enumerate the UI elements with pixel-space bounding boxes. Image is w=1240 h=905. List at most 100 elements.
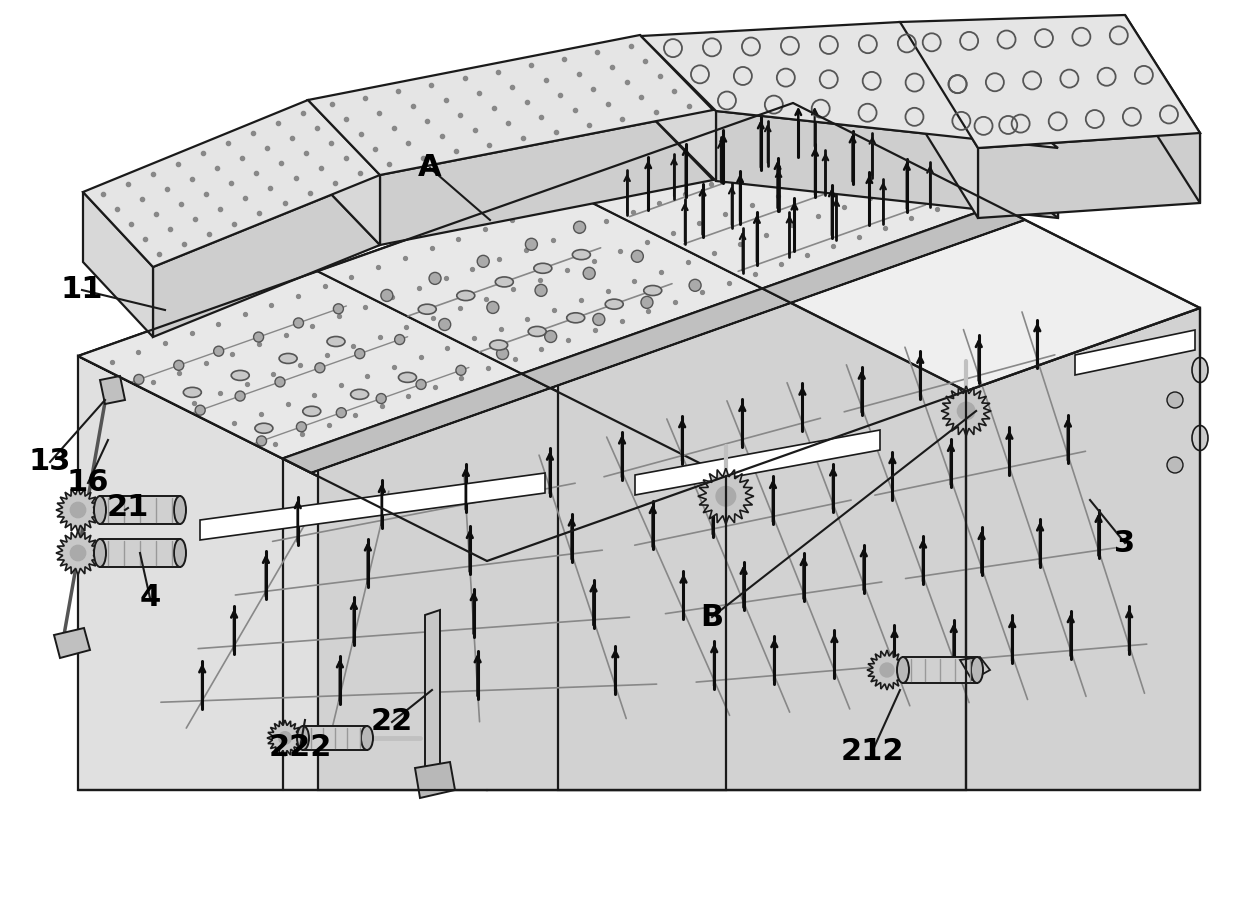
Circle shape [394,335,404,345]
Circle shape [1167,392,1183,408]
Polygon shape [698,468,754,524]
Circle shape [279,732,291,744]
Polygon shape [56,531,100,575]
Polygon shape [100,496,180,524]
Circle shape [294,318,304,328]
Ellipse shape [456,291,475,300]
Circle shape [71,546,86,561]
Circle shape [134,375,144,385]
Polygon shape [303,726,367,750]
Text: 212: 212 [841,738,904,767]
Ellipse shape [418,304,436,314]
Polygon shape [900,22,978,218]
Polygon shape [487,308,1200,790]
Polygon shape [715,111,1058,218]
Polygon shape [317,186,763,374]
Ellipse shape [495,277,513,287]
Text: 222: 222 [268,733,331,763]
Ellipse shape [398,372,417,383]
Polygon shape [1125,15,1200,203]
Text: B: B [701,603,724,632]
Circle shape [355,348,365,358]
Ellipse shape [490,340,507,350]
Polygon shape [941,386,991,436]
Text: 21: 21 [107,493,149,522]
Ellipse shape [303,406,321,416]
Circle shape [593,313,605,326]
Circle shape [417,379,427,389]
Polygon shape [308,35,713,175]
Circle shape [957,402,975,420]
Circle shape [257,436,267,446]
Circle shape [213,347,223,357]
Polygon shape [56,488,100,532]
Ellipse shape [573,250,590,260]
Ellipse shape [361,726,373,750]
Ellipse shape [255,424,273,433]
Circle shape [641,296,653,309]
Circle shape [315,363,325,373]
Polygon shape [425,610,440,775]
Circle shape [429,272,441,284]
Circle shape [583,267,595,280]
Circle shape [336,407,346,418]
Circle shape [487,301,498,313]
Polygon shape [153,175,379,337]
Circle shape [1167,457,1183,473]
Circle shape [381,290,393,301]
Polygon shape [415,762,455,798]
Ellipse shape [184,387,201,397]
Ellipse shape [231,370,249,380]
Polygon shape [55,628,91,658]
Polygon shape [960,657,990,680]
Polygon shape [558,103,997,289]
Circle shape [174,360,184,370]
Circle shape [526,238,537,251]
Ellipse shape [174,496,186,524]
Circle shape [544,330,557,342]
Circle shape [689,280,701,291]
Polygon shape [763,205,1025,303]
Polygon shape [308,100,379,245]
Polygon shape [558,186,966,790]
Ellipse shape [528,327,546,337]
Polygon shape [903,657,977,683]
Polygon shape [522,289,791,388]
Circle shape [496,348,508,359]
Circle shape [574,221,585,233]
Ellipse shape [351,389,368,399]
Text: 4: 4 [139,584,161,613]
Polygon shape [1075,330,1195,375]
Circle shape [236,391,246,401]
Polygon shape [78,103,1200,561]
Ellipse shape [174,539,186,567]
Polygon shape [78,356,487,790]
Circle shape [296,422,306,432]
Circle shape [254,332,264,342]
Polygon shape [100,539,180,567]
Text: 22: 22 [371,708,413,737]
Polygon shape [641,36,715,181]
Ellipse shape [1192,357,1208,383]
Polygon shape [308,100,379,245]
Polygon shape [379,110,713,245]
Ellipse shape [534,263,552,273]
Circle shape [376,394,386,404]
Polygon shape [317,272,725,790]
Ellipse shape [644,285,662,296]
Text: 3: 3 [1115,529,1136,557]
Circle shape [334,304,343,314]
Polygon shape [867,650,906,690]
Circle shape [71,502,86,518]
Polygon shape [83,100,379,267]
Polygon shape [640,35,713,180]
Polygon shape [78,272,522,459]
Polygon shape [311,220,1025,472]
Polygon shape [83,192,153,337]
Circle shape [631,251,644,262]
Text: 13: 13 [29,447,71,477]
Ellipse shape [94,496,105,524]
Ellipse shape [298,726,309,750]
Ellipse shape [567,313,585,323]
Polygon shape [635,430,880,495]
